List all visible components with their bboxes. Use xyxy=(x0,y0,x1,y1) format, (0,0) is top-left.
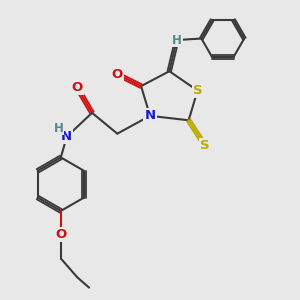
Text: O: O xyxy=(72,81,83,94)
Text: H: H xyxy=(53,122,63,135)
Text: O: O xyxy=(112,68,123,81)
Text: N: N xyxy=(61,130,72,143)
Text: O: O xyxy=(55,228,67,241)
Text: S: S xyxy=(193,84,202,97)
Text: N: N xyxy=(144,109,156,122)
Text: H: H xyxy=(172,34,182,46)
Text: S: S xyxy=(200,139,210,152)
